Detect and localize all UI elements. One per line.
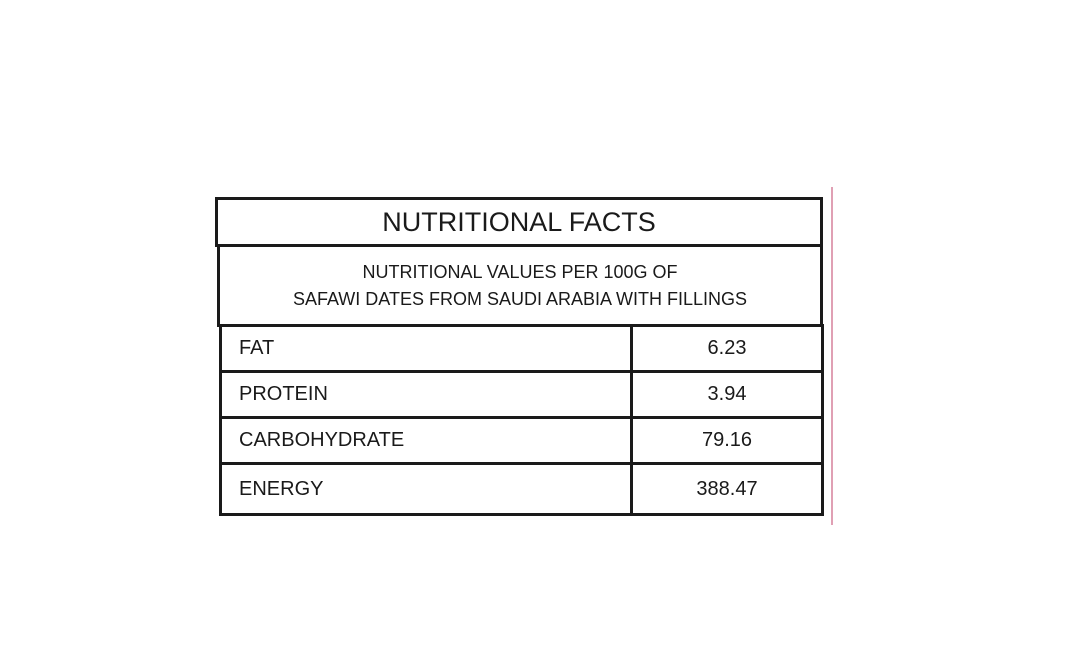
label-text: PROTEIN: [239, 383, 328, 405]
row-value-energy: 388.47: [630, 462, 824, 516]
title-text: NUTRITIONAL FACTS: [382, 206, 656, 237]
label-text: ENERGY: [239, 477, 324, 500]
row-label-protein: PROTEIN: [219, 370, 633, 419]
row-label-energy: ENERGY: [219, 462, 633, 516]
value-text: 6.23: [707, 337, 747, 359]
value-text: 79.16: [701, 429, 753, 451]
label-text: FAT: [239, 337, 275, 359]
subtitle-line-2: SAFAWI DATES FROM SAUDI ARABIA WITH FILL…: [292, 288, 748, 309]
table-title: NUTRITIONAL FACTS: [215, 197, 823, 247]
table-subtitle: NUTRITIONAL VALUES PER 100G OF SAFAWI DA…: [217, 244, 823, 327]
value-text: 3.94: [707, 383, 747, 405]
image-edge-line: [831, 187, 833, 525]
row-value-carbohydrate: 79.16: [630, 416, 824, 465]
label-text: CARBOHYDRATE: [239, 429, 405, 451]
row-label-carbohydrate: CARBOHYDRATE: [219, 416, 633, 465]
row-value-fat: 6.23: [630, 324, 824, 373]
row-value-protein: 3.94: [630, 370, 824, 419]
subtitle-line-1: NUTRITIONAL VALUES PER 100G OF: [362, 261, 678, 282]
value-text: 388.47: [696, 477, 758, 500]
row-label-fat: FAT: [219, 324, 633, 373]
